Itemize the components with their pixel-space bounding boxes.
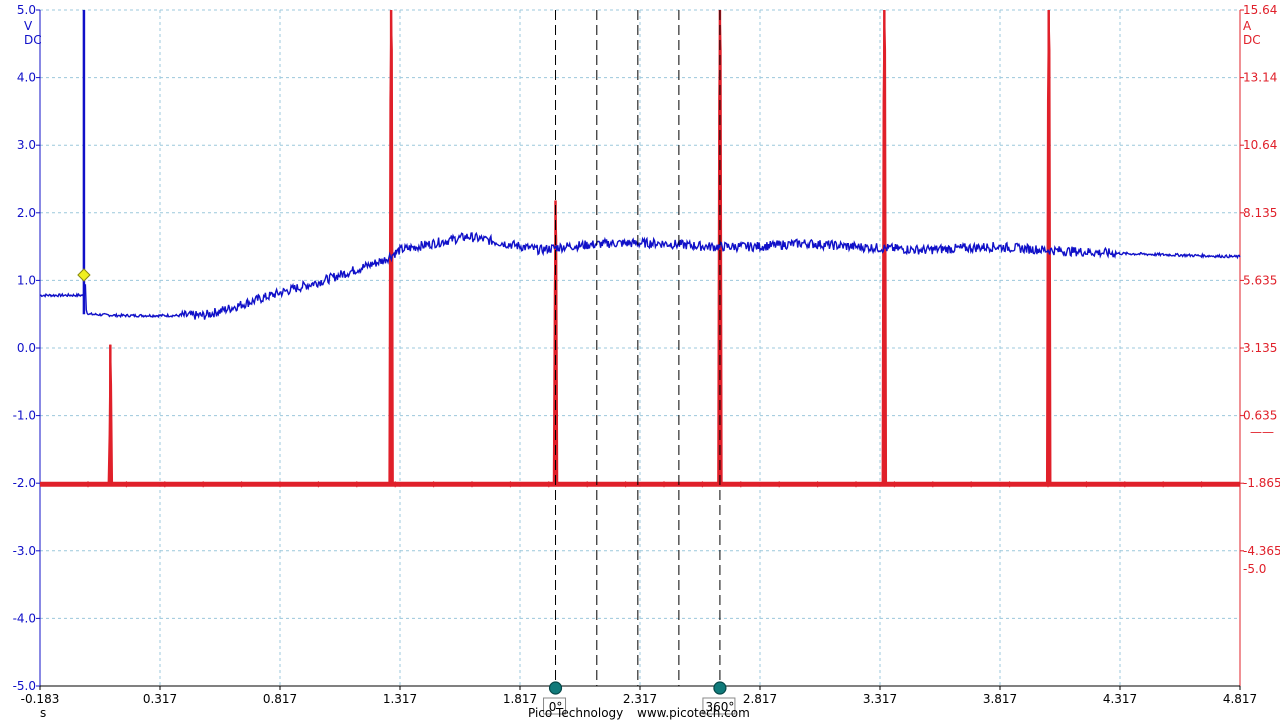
phase-ruler-end-handle[interactable] [713, 681, 727, 695]
right-axis-coupling: DC [1243, 33, 1261, 47]
left-tick-label: -4.0 [13, 611, 36, 625]
right-tick-label: 8.135 [1243, 206, 1277, 220]
phase-label-box [702, 697, 736, 715]
x-tick-label: 4.817 [1223, 692, 1257, 706]
series-voltage-trace [39, 10, 1241, 320]
left-tick-label: 2.0 [17, 206, 36, 220]
left-tick-label: 4.0 [17, 71, 36, 85]
trigger-marker[interactable] [77, 268, 91, 282]
right-axis-current: 15.64 13.14 10.64 8.135 5.635 3.135 0.635 -1.86… [1239, 3, 1280, 686]
x-axis-unit: s [40, 706, 46, 720]
x-tick-label: 1.817 [503, 692, 537, 706]
footer-website: www.picotech.com [637, 706, 750, 720]
right-axis-zero-marker: —— [1250, 425, 1274, 439]
left-tick-label: -5.0 [13, 679, 36, 693]
right-tick-label: 13.14 [1243, 71, 1277, 85]
right-tick-label: 15.64 [1243, 3, 1277, 17]
x-axis-time: -0.183 0.317 0.817 1.317 1.817 2.317 2.817 3.31… [21, 685, 1257, 720]
x-tick-label: 3.817 [983, 692, 1017, 706]
phase-rulers[interactable]: 0° 360° [543, 10, 736, 715]
left-axis-unit: V [24, 19, 33, 33]
left-tick-label: 3.0 [17, 138, 36, 152]
x-tick-label: 2.317 [623, 692, 657, 706]
right-tick-label: -1.865 [1243, 476, 1280, 490]
right-axis-extra-label: -5.0 [1243, 562, 1266, 576]
right-tick-label: 10.64 [1243, 138, 1277, 152]
phase-label-box [543, 697, 567, 715]
left-axis-voltage: 5.0 4.0 3.0 2.0 1.0 0.0 -1.0 -2.0 -3.0 -4.0 -5.0 VD… [13, 3, 42, 693]
left-tick-label: -3.0 [13, 544, 36, 558]
x-tick-label: 0.317 [143, 692, 177, 706]
right-tick-label: -4.365 [1243, 544, 1280, 558]
right-tick-label: 5.635 [1243, 273, 1277, 287]
left-tick-label: -2.0 [13, 476, 36, 490]
footer-company: Pico Technology [528, 706, 623, 720]
grid [39, 9, 1241, 687]
left-tick-label: 1.0 [17, 273, 36, 287]
x-tick-label: -0.183 [21, 692, 60, 706]
left-tick-label: -1.0 [13, 409, 36, 423]
right-axis-unit: A [1243, 19, 1252, 33]
left-tick-label: 0.0 [17, 341, 36, 355]
x-tick-label: 2.817 [743, 692, 777, 706]
trigger-diamond-icon[interactable] [77, 268, 91, 282]
right-tick-label: 0.635 [1243, 409, 1277, 423]
left-tick-label: 5.0 [17, 3, 36, 17]
voltage-trace-line [39, 231, 1241, 320]
phase-end-label: 360° [705, 700, 734, 714]
phase-ruler-start-handle[interactable] [548, 681, 563, 695]
x-tick-label: 3.317 [863, 692, 897, 706]
x-tick-label: 1.317 [383, 692, 417, 706]
phase-start-label: 0° [549, 700, 563, 714]
left-axis-coupling: DC [24, 33, 42, 47]
x-tick-label: 0.817 [263, 692, 297, 706]
right-tick-label: 3.135 [1243, 341, 1277, 355]
x-tick-label: 4.317 [1103, 692, 1137, 706]
